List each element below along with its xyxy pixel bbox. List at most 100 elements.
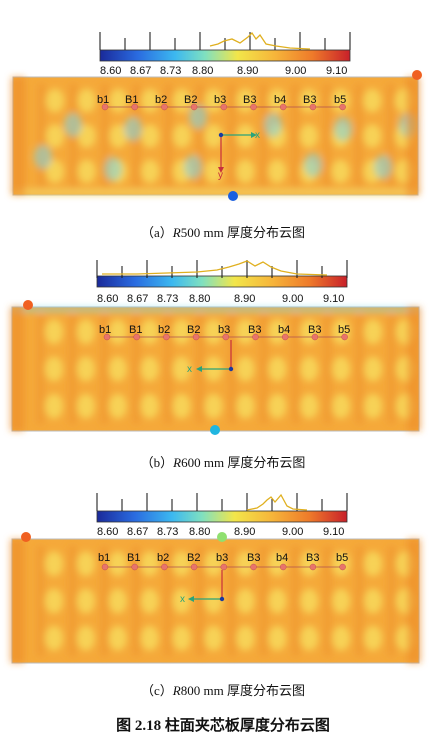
origin-point — [228, 366, 234, 372]
measurement-point — [190, 563, 198, 571]
point-label: B1 — [129, 324, 142, 336]
coordinate-axes: x — [187, 340, 234, 375]
colorbar-bar — [99, 49, 351, 62]
contour-ridge — [259, 83, 269, 189]
contour-map: b1 B1 b2 B2 b3 B3 b4 B3 b5 x — [10, 532, 421, 664]
min-indicator — [228, 191, 238, 201]
panel-b-figure: 8.60 8.67 8.73 8.80 8.90 9.00 9.10 b1 B1… — [10, 260, 421, 435]
contour-blob — [141, 159, 160, 184]
contour-ridge — [259, 545, 269, 657]
contour-blob — [172, 551, 191, 577]
point-label: B3 — [306, 552, 319, 564]
point-label: b3 — [216, 552, 228, 564]
contour-blob — [172, 356, 191, 382]
colorbar: 8.60 8.67 8.73 8.80 8.90 9.00 9.10 — [96, 260, 348, 305]
measurement-point — [163, 333, 170, 341]
max-indicator — [412, 70, 422, 80]
contour-spot — [189, 105, 207, 129]
contour-blob — [300, 588, 319, 614]
min-indicator — [217, 532, 227, 542]
contour-blob — [331, 159, 350, 184]
contour-blob — [204, 319, 223, 345]
contour-blob — [108, 356, 127, 382]
measurement-point — [131, 103, 138, 111]
point-label: B2 — [187, 324, 200, 336]
contour-blob — [268, 393, 287, 419]
point-label: b1 — [98, 552, 110, 564]
contour-ridge — [290, 83, 300, 189]
tick-label: 8.60 — [100, 65, 121, 77]
contour-blob — [364, 393, 383, 419]
caption-a: （a）R500 mm 厚度分布云图 — [0, 222, 446, 241]
measurement-point — [101, 563, 109, 571]
contour-blob — [236, 88, 255, 113]
measurement-point — [101, 103, 109, 111]
tick-label: 9.00 — [282, 293, 303, 305]
max-indicator — [23, 300, 33, 310]
point-label: B1 — [127, 552, 140, 564]
measurement-point — [220, 563, 228, 571]
contour-ridge — [355, 313, 365, 425]
contour-spot — [64, 113, 82, 137]
caption-prefix: （b） — [140, 455, 174, 470]
contour-blob — [300, 356, 319, 382]
contour-blobs — [10, 539, 421, 663]
point-label: b4 — [276, 552, 288, 564]
contour-ridge — [37, 83, 46, 189]
contour-spot — [334, 117, 352, 141]
measurement-point — [133, 333, 140, 341]
contour-edge — [407, 307, 421, 431]
measurement-point — [192, 333, 200, 341]
panel-c-figure: 8.60 8.67 8.73 8.80 8.90 9.00 9.10 b1 B1… — [10, 493, 421, 664]
contour-ridge — [354, 83, 364, 189]
tick-label: 8.90 — [237, 65, 258, 77]
measurement-point — [339, 103, 346, 111]
contour-edge — [11, 77, 25, 195]
tick-label: 8.80 — [189, 526, 210, 538]
point-label: b3 — [214, 94, 226, 106]
point-labels: b1 B1 b2 B2 b3 B3 b4 B3 b5 — [98, 552, 348, 564]
colorbar-bar — [96, 510, 348, 523]
contour-edge — [407, 539, 421, 663]
coordinate-axes: x — [180, 570, 225, 605]
point-labels: b1 B1 b2 B2 b3 B3 b4 B3 b5 — [97, 94, 346, 106]
contour-ridge — [163, 313, 173, 425]
contour-blob — [140, 551, 159, 577]
tick-label: 9.10 — [326, 65, 347, 77]
contour-edge — [10, 307, 24, 431]
colorbar-tick-labels: 8.60 8.67 8.73 8.80 8.90 9.00 9.10 — [97, 526, 344, 538]
measurement-point — [103, 333, 111, 341]
point-label: b5 — [336, 552, 348, 564]
contour-blob — [204, 625, 223, 651]
contour-blob — [204, 393, 223, 419]
measurement-point — [311, 333, 319, 341]
contour-blob — [45, 393, 63, 419]
contour-blob — [76, 393, 95, 419]
contour-ridge — [36, 313, 45, 425]
contour-blob — [108, 393, 127, 419]
contour-ridge — [227, 83, 237, 189]
tick-label: 9.00 — [285, 65, 306, 77]
contour-blob — [46, 124, 64, 148]
y-axis-arrowhead — [218, 167, 224, 173]
point-label: B1 — [125, 94, 138, 106]
x-axis-label: x — [255, 130, 260, 141]
caption-radius-symbol: R — [173, 455, 182, 470]
x-axis-arrowhead — [251, 132, 257, 138]
point-label: b4 — [278, 324, 290, 336]
measurement-point — [279, 103, 287, 111]
contour-blob — [236, 159, 255, 184]
caption-radius-symbol: R — [172, 683, 181, 698]
contour-blob — [77, 88, 96, 113]
contour-spot — [184, 155, 202, 179]
contour-blob — [268, 551, 287, 577]
point-label: B2 — [184, 94, 197, 106]
point-label: b1 — [99, 324, 111, 336]
tick-label: 8.73 — [157, 293, 178, 305]
contour-blob — [332, 551, 351, 577]
contour-blob — [77, 124, 96, 148]
colorbar-tick-labels: 8.60 8.67 8.73 8.80 8.90 9.00 9.10 — [100, 65, 347, 77]
tick-label: 9.00 — [282, 526, 303, 538]
point-label: B3 — [247, 552, 260, 564]
tick-label: 8.73 — [160, 65, 181, 77]
